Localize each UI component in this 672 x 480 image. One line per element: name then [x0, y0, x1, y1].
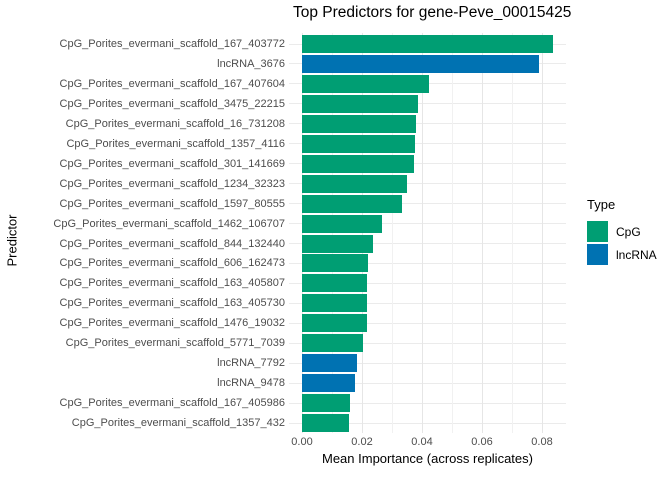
major-gridline [542, 33, 543, 433]
row-gridline [289, 382, 566, 384]
y-tick-label: CpG_Porites_evermani_scaffold_167_403772 [59, 38, 285, 50]
bar-CpG_Porites_evermani_scaffold_1476_19032 [302, 314, 367, 333]
legend-items: CpG lncRNA [587, 221, 657, 267]
x-axis-title: Mean Importance (across replicates) [322, 451, 533, 466]
y-tick-label: CpG_Porites_evermani_scaffold_1357_4116 [66, 137, 285, 150]
row-gridline [289, 362, 566, 364]
y-tick-label: lncRNA_9478 [217, 377, 285, 390]
x-tick-label: 0.02 [351, 436, 373, 448]
minor-gridline [452, 33, 453, 433]
row-gridline [289, 342, 566, 344]
bar-CpG_Porites_evermani_scaffold_606_162473 [302, 254, 368, 273]
row-gridline [289, 223, 566, 225]
y-tick-label: CpG_Porites_evermani_scaffold_5771_7039 [65, 337, 285, 350]
y-tick-label: CpG_Porites_evermani_scaffold_301_141669 [59, 157, 285, 170]
bar-CpG_Porites_evermani_scaffold_167_407604 [302, 74, 429, 93]
bar-CpG_Porites_evermani_scaffold_1234_32323 [302, 174, 407, 193]
row-gridline [289, 123, 566, 125]
bar-CpG_Porites_evermani_scaffold_3475_22215 [302, 94, 419, 113]
row-gridline [289, 402, 566, 404]
bar-lncRNA_3676 [302, 54, 539, 73]
bar-CpG_Porites_evermani_scaffold_167_403772 [302, 35, 553, 53]
minor-gridline [332, 33, 333, 433]
chart-title: Top Predictors for gene-Peve_00015425 [293, 4, 572, 21]
major-gridline [362, 33, 363, 433]
bar-CpG_Porites_evermani_scaffold_163_405730 [302, 294, 368, 313]
bar-CpG_Porites_evermani_scaffold_844_132440 [302, 234, 374, 253]
legend-item-CpG: CpG [587, 221, 657, 242]
legend-label: CpG [616, 224, 641, 239]
row-gridline [289, 302, 566, 304]
bar-CpG_Porites_evermani_scaffold_1357_4116 [302, 134, 416, 153]
x-tick-label: 0.00 [291, 436, 313, 448]
y-tick-label: lncRNA_3676 [217, 57, 285, 70]
bar-CpG_Porites_evermani_scaffold_1462_106707 [302, 214, 383, 233]
row-gridline [289, 203, 566, 205]
y-tick-label: lncRNA_7792 [217, 357, 285, 370]
y-tick-label: CpG_Porites_evermani_scaffold_167_407604 [59, 77, 285, 90]
row-gridline [289, 163, 566, 165]
major-gridline [422, 33, 423, 433]
bar-CpG_Porites_evermani_scaffold_1357_432 [302, 414, 349, 433]
x-tick-label: 0.08 [531, 436, 553, 448]
y-tick-label: CpG_Porites_evermani_scaffold_3475_22215 [59, 97, 285, 110]
y-tick-label: CpG_Porites_evermani_scaffold_606_162473 [59, 257, 285, 270]
x-tick-label: 0.06 [471, 436, 493, 448]
bar-CpG_Porites_evermani_scaffold_163_405807 [302, 274, 368, 293]
y-tick-label: CpG_Porites_evermani_scaffold_1234_32323 [59, 177, 285, 190]
row-gridline [289, 103, 566, 105]
minor-gridline [512, 33, 513, 433]
legend-label: lncRNA [616, 247, 657, 262]
minor-gridline [392, 33, 393, 433]
row-gridline [289, 322, 566, 324]
y-tick-label: CpG_Porites_evermani_scaffold_1357_432 [71, 417, 285, 430]
bar-CpG_Porites_evermani_scaffold_1597_80555 [302, 194, 402, 213]
row-gridline [289, 143, 566, 145]
legend-title: Type [587, 197, 616, 212]
y-tick-label: CpG_Porites_evermani_scaffold_844_132440 [59, 237, 285, 250]
legend-swatch-lncRNA [587, 244, 608, 265]
y-tick-label: CpG_Porites_evermani_scaffold_163_405730 [59, 297, 285, 310]
bar-lncRNA_9478 [302, 374, 356, 393]
legend-item-lncRNA: lncRNA [587, 244, 657, 265]
row-gridline [289, 183, 566, 185]
y-tick-label: CpG_Porites_evermani_scaffold_16_731208 [65, 117, 285, 130]
major-gridline [482, 33, 483, 433]
bar-lncRNA_7792 [302, 354, 357, 373]
major-gridline [302, 33, 303, 433]
bar-CpG_Porites_evermani_scaffold_167_405986 [302, 394, 350, 413]
y-tick-label: CpG_Porites_evermani_scaffold_167_405986 [59, 397, 285, 410]
legend: Type CpG lncRNA [587, 197, 657, 267]
row-gridline [289, 262, 566, 264]
y-tick-label: CpG_Porites_evermani_scaffold_1597_80555 [59, 197, 285, 210]
bar-CpG_Porites_evermani_scaffold_16_731208 [302, 114, 416, 133]
bar-CpG_Porites_evermani_scaffold_301_141669 [302, 154, 414, 173]
legend-swatch-CpG [587, 221, 608, 242]
y-tick-label: CpG_Porites_evermani_scaffold_1462_10670… [53, 217, 285, 230]
y-tick-label: CpG_Porites_evermani_scaffold_163_405807 [59, 277, 285, 290]
row-gridline [289, 422, 566, 424]
y-tick-label: CpG_Porites_evermani_scaffold_1476_19032 [59, 317, 285, 330]
x-tick-label: 0.04 [411, 436, 433, 448]
row-gridline [289, 243, 566, 244]
row-gridline [289, 282, 566, 284]
bar-CpG_Porites_evermani_scaffold_5771_7039 [302, 334, 363, 353]
